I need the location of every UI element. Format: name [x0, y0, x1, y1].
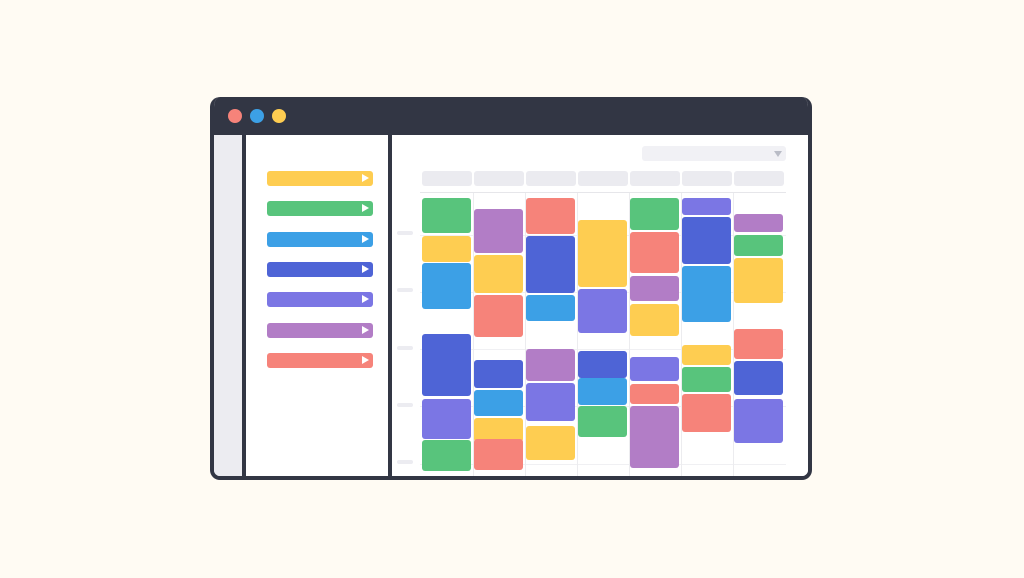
day-header[interactable] — [422, 171, 472, 186]
calendar-event[interactable] — [422, 263, 471, 309]
calendar-list-sidebar — [246, 135, 392, 476]
calendar-event[interactable] — [734, 258, 783, 303]
calendar-event[interactable] — [578, 406, 627, 437]
play-icon — [362, 234, 369, 243]
play-icon — [362, 295, 369, 304]
calendar-event[interactable] — [734, 399, 783, 443]
day-column-divider — [629, 193, 630, 476]
day-header[interactable] — [526, 171, 576, 186]
play-icon — [362, 355, 369, 364]
calendar-event[interactable] — [422, 399, 471, 439]
day-column-divider — [473, 193, 474, 476]
calendar-event[interactable] — [422, 334, 471, 396]
calendar-event[interactable] — [630, 232, 679, 273]
maximize-window-button[interactable] — [272, 109, 286, 123]
hour-gridline — [420, 464, 786, 465]
calendar-event[interactable] — [682, 198, 731, 215]
chevron-down-icon — [774, 151, 782, 157]
day-column-divider — [525, 193, 526, 476]
calendar-event[interactable] — [474, 360, 523, 388]
hour-gridline — [420, 349, 786, 350]
calendar-item-purple[interactable] — [267, 322, 373, 338]
view-selector-dropdown[interactable] — [642, 146, 786, 161]
calendar-event[interactable] — [578, 289, 627, 333]
close-window-button[interactable] — [228, 109, 242, 123]
day-header[interactable] — [682, 171, 732, 186]
calendar-event[interactable] — [630, 198, 679, 230]
calendar-event[interactable] — [630, 406, 679, 468]
calendar-item-green[interactable] — [267, 201, 373, 217]
calendar-item-blue[interactable] — [267, 231, 373, 247]
calendar-event[interactable] — [630, 384, 679, 404]
calendar-event[interactable] — [682, 394, 731, 432]
time-label — [397, 460, 413, 464]
day-header[interactable] — [630, 171, 680, 186]
minimize-window-button[interactable] — [250, 109, 264, 123]
day-column-divider — [733, 193, 734, 476]
calendar-event[interactable] — [526, 236, 575, 293]
calendar-event[interactable] — [474, 439, 523, 470]
play-icon — [362, 264, 369, 273]
header-divider — [420, 192, 786, 193]
day-column-divider — [577, 193, 578, 476]
app-window — [210, 97, 812, 480]
calendar-event[interactable] — [630, 304, 679, 336]
time-label — [397, 346, 413, 350]
calendar-item-yellow[interactable] — [267, 171, 373, 186]
calendar-event[interactable] — [474, 390, 523, 416]
calendar-event[interactable] — [682, 345, 731, 365]
calendar-event[interactable] — [474, 418, 523, 442]
calendar-week-view — [392, 135, 808, 476]
calendar-event[interactable] — [734, 361, 783, 395]
calendar-event[interactable] — [526, 295, 575, 321]
calendar-event[interactable] — [734, 214, 783, 232]
title-bar — [214, 97, 808, 135]
calendar-event[interactable] — [682, 367, 731, 392]
calendar-event[interactable] — [734, 329, 783, 359]
calendar-event[interactable] — [630, 357, 679, 381]
calendar-event[interactable] — [630, 276, 679, 301]
calendar-event[interactable] — [474, 295, 523, 337]
calendar-event[interactable] — [474, 255, 523, 293]
day-header[interactable] — [474, 171, 524, 186]
calendar-event[interactable] — [734, 235, 783, 256]
play-icon — [362, 204, 369, 213]
calendar-event[interactable] — [526, 349, 575, 381]
time-label — [397, 231, 413, 235]
day-header[interactable] — [734, 171, 784, 186]
calendar-event[interactable] — [474, 209, 523, 253]
day-column-divider — [681, 193, 682, 476]
calendar-event[interactable] — [526, 198, 575, 234]
calendar-event[interactable] — [578, 351, 627, 378]
calendar-event[interactable] — [682, 217, 731, 264]
calendar-event[interactable] — [422, 440, 471, 471]
navigation-rail — [214, 135, 246, 476]
calendar-event[interactable] — [578, 220, 627, 287]
play-icon — [362, 325, 369, 334]
calendar-event[interactable] — [526, 383, 575, 421]
play-icon — [362, 174, 369, 182]
calendar-item-coral[interactable] — [267, 352, 373, 368]
day-header[interactable] — [578, 171, 628, 186]
time-label — [397, 288, 413, 292]
calendar-event[interactable] — [422, 236, 471, 262]
time-label — [397, 403, 413, 407]
calendar-event[interactable] — [526, 426, 575, 460]
calendar-item-indigo[interactable] — [267, 261, 373, 277]
calendar-event[interactable] — [422, 198, 471, 233]
calendar-item-violet[interactable] — [267, 292, 373, 308]
calendar-event[interactable] — [682, 266, 731, 322]
calendar-event[interactable] — [578, 378, 627, 405]
